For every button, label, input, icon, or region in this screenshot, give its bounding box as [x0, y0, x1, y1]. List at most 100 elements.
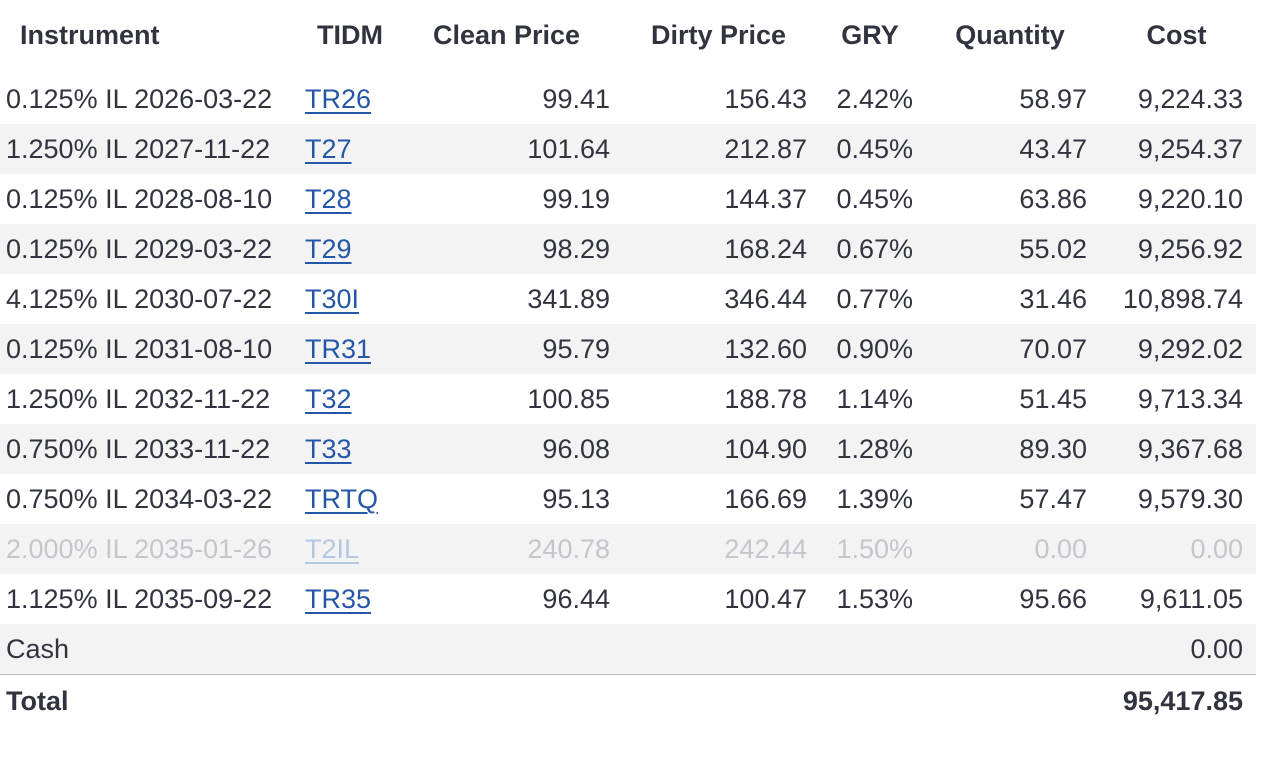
tidm-link[interactable]: TR26: [305, 84, 372, 114]
cost-cell: 9,367.68: [1137, 434, 1243, 464]
tidm-link[interactable]: T2IL: [305, 534, 360, 564]
table-row: 0.125% IL 2026-03-22 TR26 99.41 156.43 2…: [0, 74, 1256, 124]
empty-cell: [817, 624, 923, 675]
dirty-price-cell: 212.87: [724, 134, 807, 164]
instrument-cell: 0.750% IL 2033-11-22: [6, 434, 271, 464]
clean-price-cell: 240.78: [527, 534, 610, 564]
holdings-table: Instrument TIDM Clean Price Dirty Price …: [0, 0, 1256, 728]
quantity-cell: 70.07: [1019, 334, 1087, 364]
gry-cell: 1.14%: [836, 384, 913, 414]
cost-cell: 9,224.33: [1137, 84, 1243, 114]
gry-cell: 0.77%: [836, 284, 913, 314]
quantity-cell: 31.46: [1019, 284, 1087, 314]
gry-cell: 1.50%: [836, 534, 913, 564]
cost-cell: 0.00: [1190, 534, 1243, 564]
dirty-price-cell: 346.44: [724, 284, 807, 314]
table-row: 4.125% IL 2030-07-22 T30I 341.89 346.44 …: [0, 274, 1256, 324]
empty-cell: [620, 674, 817, 728]
quantity-cell: 51.45: [1019, 384, 1087, 414]
dirty-price-cell: 168.24: [724, 234, 807, 264]
gry-cell: 0.67%: [836, 234, 913, 264]
total-label: Total: [0, 674, 300, 728]
clean-price-cell: 95.13: [542, 484, 610, 514]
quantity-cell: 63.86: [1019, 184, 1087, 214]
cost-cell: 9,220.10: [1137, 184, 1243, 214]
header-row: Instrument TIDM Clean Price Dirty Price …: [0, 0, 1256, 74]
gry-cell: 1.28%: [836, 434, 913, 464]
instrument-cell: 0.125% IL 2028-08-10: [6, 184, 273, 214]
column-header-clean-price: Clean Price: [432, 20, 581, 50]
column-header-quantity: Quantity: [955, 20, 1065, 50]
clean-price-cell: 341.89: [527, 284, 610, 314]
cost-cell: 9,579.30: [1137, 484, 1243, 514]
instrument-cell: 1.250% IL 2032-11-22: [6, 384, 271, 414]
column-header-dirty-price: Dirty Price: [650, 20, 787, 50]
table-row: 1.250% IL 2032-11-22 T32 100.85 188.78 1…: [0, 374, 1256, 424]
empty-cell: [817, 674, 923, 728]
dirty-price-cell: 188.78: [724, 384, 807, 414]
tidm-link[interactable]: T30I: [305, 284, 360, 314]
quantity-cell: 89.30: [1019, 434, 1087, 464]
table-row: 0.750% IL 2033-11-22 T33 96.08 104.90 1.…: [0, 424, 1256, 474]
empty-cell: [300, 624, 393, 675]
cost-cell: 9,254.37: [1137, 134, 1243, 164]
quantity-cell: 58.97: [1019, 84, 1087, 114]
total-row: Total 95,417.85: [0, 674, 1256, 728]
clean-price-cell: 95.79: [542, 334, 610, 364]
cost-cell: 9,292.02: [1137, 334, 1243, 364]
total-cost-cell: 95,417.85: [1097, 674, 1256, 728]
tidm-link[interactable]: T29: [305, 234, 352, 264]
cost-cell: 9,256.92: [1137, 234, 1243, 264]
table-row: 0.125% IL 2028-08-10 T28 99.19 144.37 0.…: [0, 174, 1256, 224]
table-row: 1.125% IL 2035-09-22 TR35 96.44 100.47 1…: [0, 574, 1256, 624]
tidm-link[interactable]: TR35: [305, 584, 372, 614]
gry-cell: 0.90%: [836, 334, 913, 364]
instrument-cell: 0.125% IL 2026-03-22: [6, 84, 273, 114]
tidm-link[interactable]: T28: [305, 184, 352, 214]
dirty-price-cell: 104.90: [724, 434, 807, 464]
gry-cell: 2.42%: [836, 84, 913, 114]
empty-cell: [393, 624, 620, 675]
empty-cell: [620, 624, 817, 675]
cost-cell: 10,898.74: [1122, 284, 1243, 314]
instrument-cell: 2.000% IL 2035-01-26: [6, 534, 273, 564]
quantity-cell: 43.47: [1019, 134, 1087, 164]
dirty-price-cell: 166.69: [724, 484, 807, 514]
gry-cell: 1.53%: [836, 584, 913, 614]
instrument-cell: 1.250% IL 2027-11-22: [6, 134, 271, 164]
tidm-link[interactable]: T32: [305, 384, 352, 414]
column-header-tidm: TIDM: [317, 20, 383, 50]
quantity-cell: 0.00: [1034, 534, 1087, 564]
empty-cell: [393, 674, 620, 728]
quantity-cell: 95.66: [1019, 584, 1087, 614]
table-row: 0.125% IL 2031-08-10 TR31 95.79 132.60 0…: [0, 324, 1256, 374]
instrument-cell: 0.125% IL 2029-03-22: [6, 234, 273, 264]
clean-price-cell: 99.41: [542, 84, 610, 114]
gry-cell: 1.39%: [836, 484, 913, 514]
clean-price-cell: 100.85: [527, 384, 610, 414]
cash-label: Cash: [6, 634, 70, 664]
instrument-cell: 1.125% IL 2035-09-22: [6, 584, 273, 614]
quantity-cell: 55.02: [1019, 234, 1087, 264]
empty-cell: [923, 674, 1097, 728]
column-header-cost: Cost: [1146, 20, 1207, 50]
tidm-link[interactable]: TR31: [305, 334, 372, 364]
dirty-price-cell: 144.37: [724, 184, 807, 214]
column-header-gry: GRY: [841, 20, 899, 50]
dirty-price-cell: 100.47: [724, 584, 807, 614]
table-row: 1.250% IL 2027-11-22 T27 101.64 212.87 0…: [0, 124, 1256, 174]
clean-price-cell: 98.29: [542, 234, 610, 264]
gry-cell: 0.45%: [836, 134, 913, 164]
tidm-link[interactable]: TRTQ: [305, 484, 378, 514]
table-row-disabled: 2.000% IL 2035-01-26 T2IL 240.78 242.44 …: [0, 524, 1256, 574]
clean-price-cell: 96.08: [542, 434, 610, 464]
tidm-link[interactable]: T27: [305, 134, 352, 164]
table-row: 0.125% IL 2029-03-22 T29 98.29 168.24 0.…: [0, 224, 1256, 274]
clean-price-cell: 99.19: [542, 184, 610, 214]
dirty-price-cell: 156.43: [724, 84, 807, 114]
instrument-cell: 0.750% IL 2034-03-22: [6, 484, 273, 514]
cost-cell: 9,611.05: [1139, 584, 1243, 614]
tidm-link[interactable]: T33: [305, 434, 352, 464]
gry-cell: 0.45%: [836, 184, 913, 214]
clean-price-cell: 101.64: [527, 134, 610, 164]
